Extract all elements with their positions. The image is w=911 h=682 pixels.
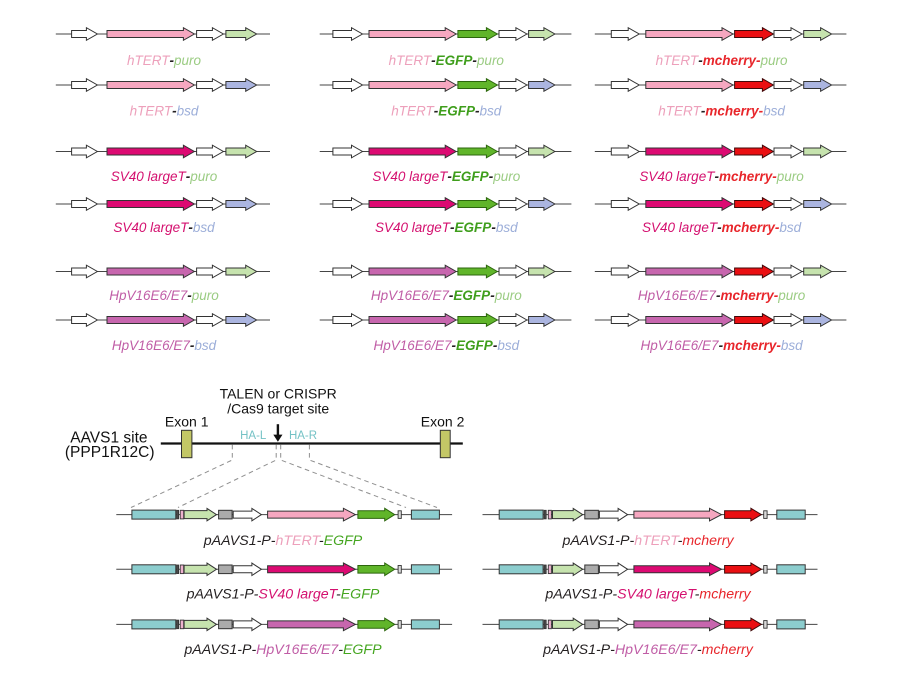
- svg-text:/Cas9 target site: /Cas9 target site: [227, 400, 329, 416]
- svg-text:pAAVS1-P-hTERT-EGFP: pAAVS1-P-hTERT-EGFP: [203, 533, 363, 549]
- svg-text:HpV16E6/E7-EGFP-bsd: HpV16E6/E7-EGFP-bsd: [373, 338, 519, 353]
- svg-text:SV40 largeT-puro: SV40 largeT-puro: [111, 169, 218, 184]
- svg-text:AAVS1 site: AAVS1 site: [70, 430, 147, 447]
- svg-text:HpV16E6/E7-mcherry-puro: HpV16E6/E7-mcherry-puro: [638, 288, 806, 303]
- svg-text:hTERT-EGFP-bsd: hTERT-EGFP-bsd: [391, 104, 502, 119]
- svg-text:pAAVS1-P-SV40 largeT-EGFP: pAAVS1-P-SV40 largeT-EGFP: [186, 587, 380, 603]
- svg-text:SV40 largeT-mcherry-bsd: SV40 largeT-mcherry-bsd: [642, 220, 802, 235]
- svg-text:SV40 largeT-EGFP-bsd: SV40 largeT-EGFP-bsd: [375, 220, 518, 235]
- svg-text:hTERT-puro: hTERT-puro: [127, 53, 202, 68]
- svg-text:pAAVS1-P-HpV16E6/E7-EGFP: pAAVS1-P-HpV16E6/E7-EGFP: [183, 642, 382, 658]
- svg-text:HpV16E6/E7-mcherry-bsd: HpV16E6/E7-mcherry-bsd: [641, 338, 804, 353]
- svg-text:pAAVS1-P-HpV16E6/E7-mcherry: pAAVS1-P-HpV16E6/E7-mcherry: [542, 642, 754, 658]
- svg-text:Exon 1: Exon 1: [165, 413, 209, 429]
- svg-text:pAAVS1-P-hTERT-mcherry: pAAVS1-P-hTERT-mcherry: [561, 533, 734, 549]
- svg-text:HA-L: HA-L: [240, 430, 267, 442]
- svg-text:hTERT-mcherry-puro: hTERT-mcherry-puro: [656, 53, 788, 68]
- svg-text:hTERT-bsd: hTERT-bsd: [130, 104, 199, 119]
- svg-text:(PPP1R12C): (PPP1R12C): [65, 444, 155, 461]
- svg-text:HpV16E6/E7-bsd: HpV16E6/E7-bsd: [112, 338, 217, 353]
- svg-text:SV40 largeT-EGFP-puro: SV40 largeT-EGFP-puro: [372, 169, 520, 184]
- svg-text:SV40 largeT-bsd: SV40 largeT-bsd: [113, 220, 215, 235]
- svg-text:SV40 largeT-mcherry-puro: SV40 largeT-mcherry-puro: [639, 169, 804, 184]
- svg-text:HpV16E6/E7-EGFP-puro: HpV16E6/E7-EGFP-puro: [371, 288, 522, 303]
- svg-text:hTERT-EGFP-puro: hTERT-EGFP-puro: [389, 53, 505, 68]
- svg-text:Exon 2: Exon 2: [421, 413, 465, 429]
- svg-text:HpV16E6/E7-puro: HpV16E6/E7-puro: [109, 288, 219, 303]
- svg-text:pAAVS1-P-SV40 largeT-mcherry: pAAVS1-P-SV40 largeT-mcherry: [544, 587, 751, 603]
- svg-text:TALEN or CRISPR: TALEN or CRISPR: [220, 386, 337, 402]
- svg-text:hTERT-mcherry-bsd: hTERT-mcherry-bsd: [658, 104, 785, 119]
- svg-text:HA-R: HA-R: [289, 430, 317, 442]
